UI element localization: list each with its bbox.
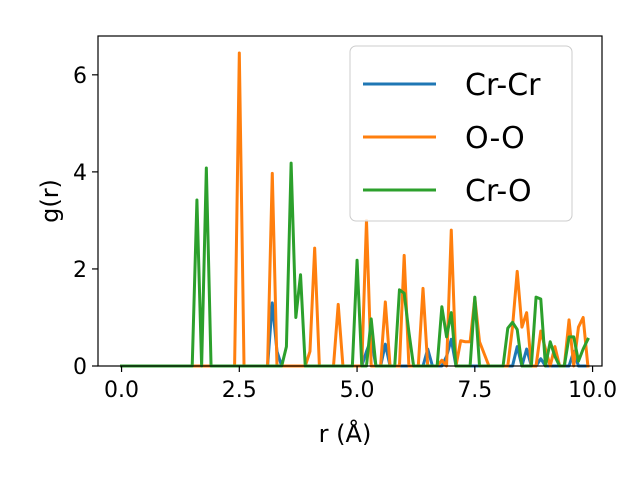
x-tick-label: 2.5 (222, 378, 257, 403)
series-line-cr-o (120, 161, 590, 368)
legend: Cr-Cr O-O Cr-O (349, 45, 573, 222)
legend-label-cr-o: Cr-O (465, 174, 532, 209)
y-tick-label: 0 (73, 355, 87, 380)
axes-frame (97, 35, 603, 367)
x-axis-label: r (Å) (319, 419, 372, 448)
y-tick-label: 4 (73, 161, 87, 186)
y-axis-label: g(r) (36, 179, 64, 223)
y-tick-label: 2 (73, 258, 87, 283)
x-tick-label: 10.0 (568, 378, 617, 403)
x-tick-label: 0.0 (104, 378, 139, 403)
legend-label-o-o: O-O (465, 121, 525, 156)
ticks: 0.0 2.5 5.0 7.5 10.0 0 2 4 6 (73, 64, 617, 403)
x-tick-label: 7.5 (457, 378, 492, 403)
legend-label-cr-cr: Cr-Cr (465, 68, 541, 103)
x-tick-label: 5.0 (340, 378, 375, 403)
plot-frame (97, 35, 603, 367)
legend-box (349, 45, 573, 222)
y-tick-label: 6 (73, 64, 87, 89)
